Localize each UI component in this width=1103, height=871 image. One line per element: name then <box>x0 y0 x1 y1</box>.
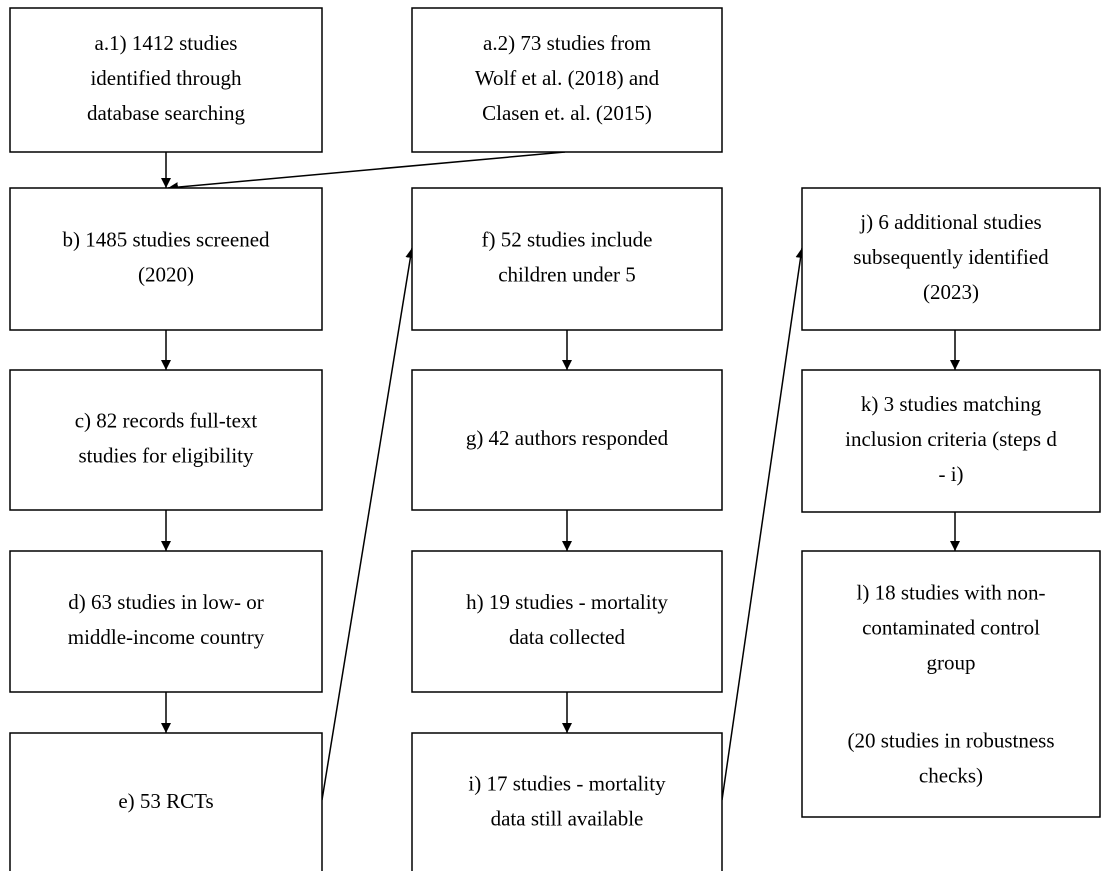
node-box <box>801 187 1101 331</box>
node-label: h) 19 studies - mortality <box>466 590 668 614</box>
node-label: Clasen et. al. (2015) <box>482 101 652 125</box>
arrow <box>167 151 566 193</box>
node-label: identified through <box>90 66 242 90</box>
node-box <box>801 550 1101 818</box>
node-box <box>411 369 723 511</box>
node-label: k) 3 studies matching <box>861 392 1042 416</box>
arrow <box>321 247 416 801</box>
node-label: children under 5 <box>498 262 636 286</box>
node-label: j) 6 additional studies <box>859 210 1041 234</box>
node-note: (20 studies in robustness <box>847 728 1054 752</box>
node-label: subsequently identified <box>853 245 1049 269</box>
node-label: data collected <box>509 625 626 649</box>
node-label: - i) <box>938 462 963 486</box>
node-label: i) 17 studies - mortality <box>468 771 666 795</box>
node-label: f) 52 studies include <box>482 227 653 251</box>
node-label: g) 42 authors responded <box>466 426 669 450</box>
node-label: b) 1485 studies screened <box>62 227 270 251</box>
node-label: a.2) 73 studies from <box>483 31 651 55</box>
node-box <box>9 732 323 871</box>
node-box <box>9 369 323 511</box>
node-label: database searching <box>87 101 246 125</box>
node-box <box>9 7 323 153</box>
node-label: studies for eligibility <box>79 443 254 467</box>
node-label: d) 63 studies in low- or <box>68 590 263 614</box>
node-label: (2023) <box>923 280 979 304</box>
node-label: inclusion criteria (steps d <box>845 427 1057 451</box>
node-box <box>801 369 1101 513</box>
node-label: middle-income country <box>68 625 265 649</box>
node-label: e) 53 RCTs <box>118 789 213 813</box>
node-box <box>411 550 723 693</box>
node-box <box>411 732 723 871</box>
node-label: c) 82 records full-text <box>75 408 258 432</box>
node-label: a.1) 1412 studies <box>95 31 238 55</box>
arrow <box>721 247 806 801</box>
node-label: Wolf et al. (2018) and <box>475 66 660 90</box>
node-box <box>9 187 323 331</box>
node-note: checks) <box>919 763 983 787</box>
node-box <box>411 187 723 331</box>
node-label: data still available <box>491 806 644 830</box>
node-box <box>9 550 323 693</box>
arrows <box>161 151 960 801</box>
node-label: contaminated control <box>862 615 1040 639</box>
node-label: (2020) <box>138 262 194 286</box>
node-label: l) 18 studies with non- <box>857 580 1046 604</box>
node-label: group <box>927 650 976 674</box>
node-box <box>411 7 723 153</box>
